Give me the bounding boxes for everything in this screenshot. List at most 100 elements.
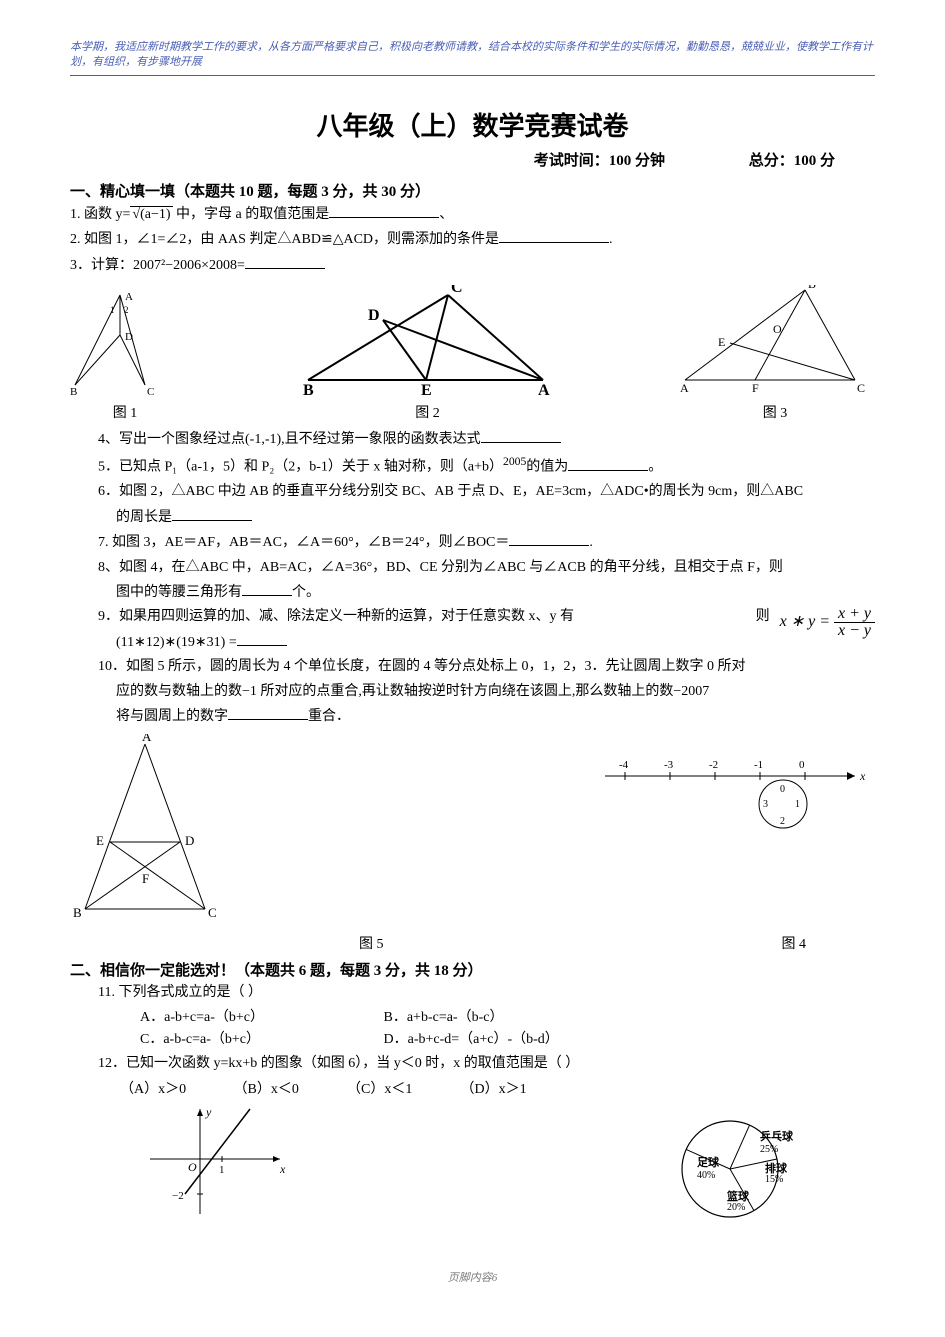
svg-text:A: A — [142, 734, 152, 744]
section1-heading: 一、精心填一填（本题共 10 题，每题 3 分，共 30 分） — [70, 180, 875, 201]
svg-text:O: O — [773, 322, 782, 336]
section2-heading: 二、相信你一定能选对！（本题共 6 题，每题 3 分，共 18 分） — [70, 959, 875, 980]
svg-text:F: F — [752, 381, 759, 395]
svg-text:D: D — [185, 833, 194, 848]
fig5-col: -4-3-2-10x0123 — [595, 734, 875, 859]
q4-text: 4、写出一个图象经过点(-1,-1),且不经过第一象限的函数表达式 — [98, 432, 481, 447]
svg-text:B: B — [303, 382, 314, 395]
q1-pre: 1. 函数 y= — [70, 207, 130, 222]
q9a-text: 9．如果用四则运算的加、减、除法定义一种新的运算，对于任意实数 x、y 有 — [98, 609, 574, 624]
q3: 3．计算：2007²−2006×2008= — [70, 254, 875, 277]
svg-text:O: O — [188, 1160, 197, 1174]
svg-text:-3: -3 — [664, 759, 674, 771]
svg-text:E: E — [421, 382, 432, 395]
page-footer: 页脚内容6 — [70, 1269, 875, 1285]
q10a: 10．如图 5 所示，圆的周长为 4 个单位长度，在圆的 4 等分点处标上 0，… — [70, 656, 875, 678]
svg-text:A: A — [125, 291, 133, 303]
q6b-text: 的周长是 — [116, 510, 172, 525]
header-note: 本学期，我适应新时期教学工作的要求，从各方面严格要求自己，积极向老教师请教，结合… — [70, 40, 875, 76]
svg-text:y: y — [205, 1105, 212, 1119]
svg-text:E: E — [96, 833, 104, 848]
q7-text: 7. 如图 3，AE＝AF，AB＝AC，∠A＝60°，∠B＝24°，则∠BOC＝ — [98, 535, 509, 550]
q2-tail: . — [609, 232, 613, 247]
exam-meta: 考试时间：100 分钟 总分：100 分 — [70, 149, 875, 170]
svg-text:−2: −2 — [172, 1190, 184, 1202]
svg-text:2: 2 — [124, 305, 129, 315]
svg-text:C: C — [208, 905, 217, 920]
svg-text:20%: 20% — [727, 1202, 745, 1213]
figure-row-2: ABCEDF -4-3-2-10x0123 — [70, 734, 875, 929]
svg-text:乒乓球: 乒乓球 — [760, 1129, 794, 1143]
q1-sqrt: √(a−1) — [130, 206, 172, 222]
svg-text:排球: 排球 — [765, 1161, 788, 1175]
svg-text:C: C — [857, 381, 865, 395]
svg-text:1: 1 — [795, 799, 800, 810]
fig3-label: 图 3 — [675, 402, 875, 422]
q9-den: x − y — [834, 623, 875, 639]
fig5-svg: -4-3-2-10x0123 — [595, 754, 875, 854]
svg-text:3: 3 — [763, 799, 768, 810]
q8-blank — [242, 581, 292, 596]
q7-tail: . — [589, 535, 593, 550]
q10-tail: 重合． — [308, 709, 350, 724]
svg-text:A: A — [680, 381, 689, 395]
fig3-col: ACBEFO 图 3 — [675, 285, 875, 422]
fig1-svg: ADBC12 — [70, 285, 180, 395]
q5-main: 5．已知点 P₁（a-1，5）和 P₂（2，b-1）关于 x 轴对称，则（a+b… — [98, 460, 503, 475]
q11-choices: A．a-b+c=a-（b+c） B．a+b-c=a-（b-c） C．a-b-c=… — [70, 1007, 875, 1052]
q5: 5．已知点 P₁（a-1，5）和 P₂（2，b-1）关于 x 轴对称，则（a+b… — [70, 453, 875, 479]
svg-text:足球: 足球 — [697, 1155, 720, 1169]
fig6-svg: x y O 1 −2 — [130, 1104, 300, 1224]
svg-text:D: D — [368, 307, 380, 324]
figure-row-1: ADBC12 图 1 BAECD 图 2 ACBEFO 图 3 — [70, 285, 875, 422]
svg-text:40%: 40% — [697, 1170, 715, 1181]
svg-text:1: 1 — [219, 1164, 225, 1176]
svg-text:B: B — [70, 386, 77, 395]
fig-caption-row: 图 5 图 4 — [70, 933, 875, 953]
q9-lhs: x ∗ y = — [780, 614, 830, 631]
svg-text:0: 0 — [799, 759, 805, 771]
q9-formula: x ∗ y = x + y x − y — [780, 606, 875, 639]
q6a: 6．如图 2，△ABC 中边 AB 的垂直平分线分别交 BC、AB 于点 D、E… — [70, 481, 875, 503]
q1-post: 中，字母 a 的取值范围是 — [173, 207, 330, 222]
q12-choices: （A）x＞0 （B）x＜0 （C）x＜1 （D）x＞1 — [70, 1078, 875, 1098]
svg-text:C: C — [147, 386, 154, 395]
q9b-text: 则 — [756, 606, 770, 628]
q4: 4、写出一个图象经过点(-1,-1),且不经过第一象限的函数表达式 — [70, 428, 875, 451]
svg-text:x: x — [859, 769, 866, 783]
q9-blank — [237, 631, 287, 646]
svg-text:x: x — [279, 1162, 286, 1176]
svg-text:-1: -1 — [754, 759, 763, 771]
svg-text:-2: -2 — [709, 759, 718, 771]
q8b-text: 图中的等腰三角形有 — [116, 585, 242, 600]
pie-svg: 足球40%乒乓球25%排球15%篮球20% — [665, 1104, 815, 1234]
q8-tail: 个。 — [292, 585, 320, 600]
q1-tail: 、 — [439, 207, 453, 222]
fig4-label: 图 4 — [782, 933, 807, 953]
svg-text:-4: -4 — [619, 759, 629, 771]
q5-blank — [568, 456, 648, 471]
svg-text:2: 2 — [780, 816, 785, 827]
q2: 2. 如图 1，∠1=∠2，由 AAS 判定△ABD≌△ACD，则需添加的条件是… — [70, 228, 875, 251]
q10-blank — [228, 705, 308, 720]
fig2-col: BAECD 图 2 — [298, 285, 558, 422]
q6b: 的周长是 — [70, 506, 875, 529]
q9-num: x + y — [834, 606, 875, 623]
svg-text:A: A — [538, 382, 550, 395]
q10b: 应的数与数轴上的数−1 所对应的点重合,再让数轴按逆时针方向绕在该圆上,那么数轴… — [70, 681, 875, 703]
q7-blank — [509, 531, 589, 546]
q8b: 图中的等腰三角形有 个。 — [70, 581, 875, 604]
exam-time: 考试时间：100 分钟 — [534, 153, 665, 169]
fig3-svg: ACBEFO — [675, 285, 875, 395]
q11-B: B．a+b-c=a-（b-c） — [384, 1007, 624, 1029]
fig6-col: x y O 1 −2 — [130, 1104, 300, 1229]
q10c-text: 将与圆周上的数字 — [116, 709, 228, 724]
q11-D: D．a-b+c-d=（a+c）-（b-d） — [384, 1029, 624, 1051]
svg-text:F: F — [142, 871, 149, 886]
q1: 1. 函数 y=√(a−1) 中，字母 a 的取值范围是 、 — [70, 203, 875, 226]
svg-text:B: B — [73, 905, 82, 920]
page-title: 八年级（上）数学竞赛试卷 — [70, 106, 875, 143]
q3-text: 3．计算：2007²−2006×2008= — [70, 258, 245, 273]
svg-text:1: 1 — [110, 305, 115, 315]
q12-D: （D）x＞1 — [461, 1078, 571, 1098]
